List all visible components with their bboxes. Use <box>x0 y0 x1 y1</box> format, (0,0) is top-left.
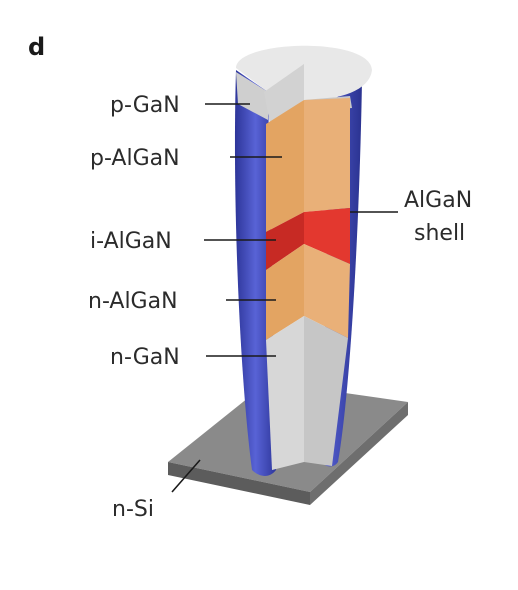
label-n-si: n-Si <box>112 497 154 522</box>
label-n-algan: n-AlGaN <box>88 289 178 314</box>
label-p-algan: p-AlGaN <box>90 146 180 171</box>
label-n-gan: n-GaN <box>110 345 180 370</box>
core-cutaway <box>236 45 372 470</box>
label-p-gan: p-GaN <box>110 93 180 118</box>
label-shell-line1: AlGaN <box>404 188 472 213</box>
label-shell-line2: shell <box>414 221 465 246</box>
panel-letter: d <box>28 33 45 61</box>
core-left-face <box>236 72 268 120</box>
leader-n-si <box>171 459 201 493</box>
leader-lines <box>171 103 398 493</box>
label-i-algan: i-AlGaN <box>90 229 172 254</box>
